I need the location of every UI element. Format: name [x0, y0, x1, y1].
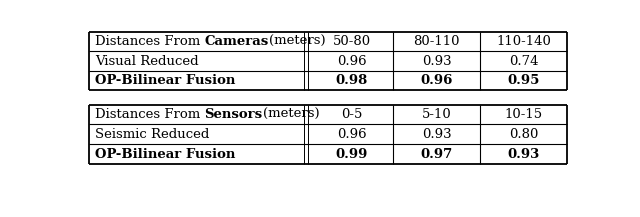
Text: 50-80: 50-80 — [333, 35, 371, 48]
Text: Seismic Reduced: Seismic Reduced — [95, 128, 209, 141]
Text: 0.80: 0.80 — [509, 128, 538, 141]
Text: 0.99: 0.99 — [335, 148, 368, 161]
Text: 0.93: 0.93 — [422, 55, 451, 68]
Text: Sensors: Sensors — [204, 108, 262, 121]
Text: 110-140: 110-140 — [496, 35, 551, 48]
Text: 0.93: 0.93 — [508, 148, 540, 161]
Text: Visual Reduced: Visual Reduced — [95, 55, 198, 68]
Text: 10-15: 10-15 — [504, 108, 543, 121]
Text: 0.93: 0.93 — [422, 128, 451, 141]
Text: 0.96: 0.96 — [420, 74, 452, 87]
Text: 0.95: 0.95 — [508, 74, 540, 87]
Text: Distances From: Distances From — [95, 108, 204, 121]
Text: 0.98: 0.98 — [335, 74, 368, 87]
Text: (meters): (meters) — [262, 108, 319, 121]
Text: 0.96: 0.96 — [337, 55, 367, 68]
Text: Distances From: Distances From — [95, 35, 204, 48]
Text: OP-Bilinear Fusion: OP-Bilinear Fusion — [95, 74, 236, 87]
Text: 0-5: 0-5 — [341, 108, 362, 121]
Text: 0.74: 0.74 — [509, 55, 538, 68]
Text: OP-Bilinear Fusion: OP-Bilinear Fusion — [95, 148, 236, 161]
Text: Cameras: Cameras — [204, 35, 269, 48]
Text: 5-10: 5-10 — [422, 108, 451, 121]
Text: 0.97: 0.97 — [420, 148, 452, 161]
Text: 80-110: 80-110 — [413, 35, 460, 48]
Text: (meters): (meters) — [269, 35, 325, 48]
Text: 0.96: 0.96 — [337, 128, 367, 141]
